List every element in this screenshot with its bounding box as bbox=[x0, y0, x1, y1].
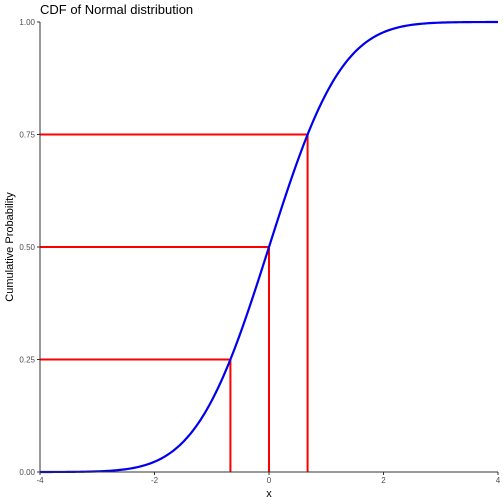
x-axis-title: x bbox=[266, 488, 272, 500]
cdf-series-line bbox=[39, 20, 499, 474]
y-tick-label: 0.75 bbox=[19, 131, 35, 140]
y-tick-label: 0.00 bbox=[19, 468, 35, 477]
y-tick-label: 0.50 bbox=[19, 243, 35, 252]
x-tick-label: 4 bbox=[496, 476, 501, 485]
y-tick-label: 1.00 bbox=[19, 18, 35, 27]
x-tick-label: -2 bbox=[151, 476, 159, 485]
chart-title: CDF of Normal distribution bbox=[40, 2, 193, 17]
y-axis-title: Cumulative Probability bbox=[4, 192, 16, 302]
y-tick-label: 0.25 bbox=[19, 356, 35, 365]
tick-labels: -4 -2 0 2 4 0.00 0.25 0.50 0.75 1.00 bbox=[19, 18, 500, 485]
plot-area bbox=[39, 20, 499, 474]
x-tick-label: -4 bbox=[36, 476, 44, 485]
x-tick-label: 0 bbox=[267, 476, 272, 485]
x-tick-label: 2 bbox=[381, 476, 386, 485]
